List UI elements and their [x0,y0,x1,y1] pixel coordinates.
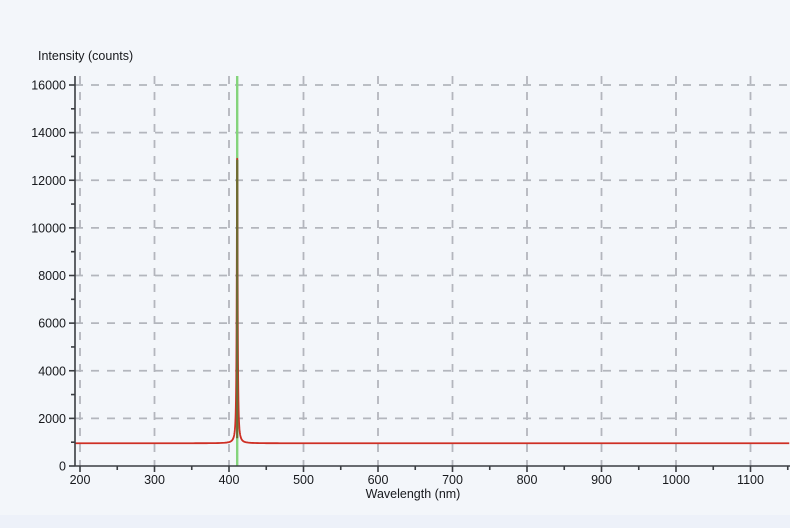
x-tick-label: 800 [517,473,538,487]
y-tick-label: 10000 [31,221,66,235]
x-tick-label: 900 [591,473,612,487]
bottom-strip [0,515,790,528]
x-tick-label: 400 [219,473,240,487]
y-tick-label: 16000 [31,79,66,93]
x-tick-label: 700 [442,473,463,487]
y-tick-label: 0 [59,460,66,474]
x-tick-label: 200 [70,473,91,487]
y-tick-label: 14000 [31,126,66,140]
x-axis-title: Wavelength (nm) [365,487,461,501]
y-tick-label: 4000 [38,364,66,378]
x-tick-label: 500 [293,473,314,487]
x-tick-label: 600 [368,473,389,487]
x-tick-label: 300 [144,473,165,487]
y-tick-label: 6000 [38,317,66,331]
chart-title: Intensity (counts) [38,49,134,63]
x-tick-label: 1100 [737,473,764,487]
spectrum-line [74,157,790,445]
y-tick-label: 8000 [38,269,66,283]
y-tick-label: 12000 [31,174,66,188]
y-tick-label: 2000 [38,412,66,426]
x-tick-label: 1000 [662,473,690,487]
